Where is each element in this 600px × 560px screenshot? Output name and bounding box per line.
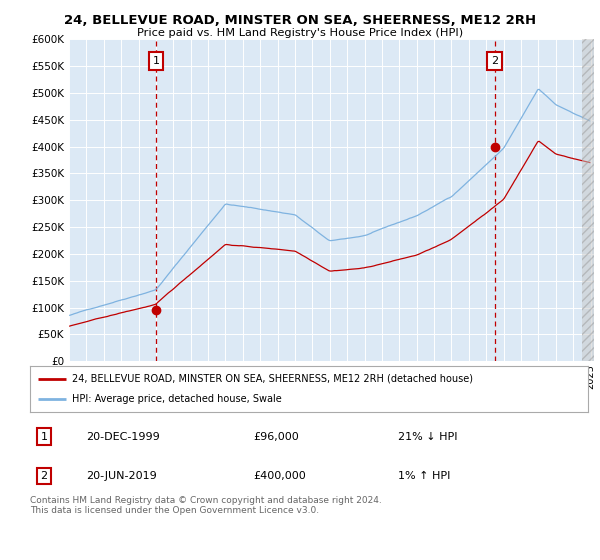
Text: HPI: Average price, detached house, Swale: HPI: Average price, detached house, Swal… (72, 394, 281, 404)
Text: Price paid vs. HM Land Registry's House Price Index (HPI): Price paid vs. HM Land Registry's House … (137, 28, 463, 38)
Text: 1: 1 (40, 432, 47, 442)
Text: 24, BELLEVUE ROAD, MINSTER ON SEA, SHEERNESS, ME12 2RH (detached house): 24, BELLEVUE ROAD, MINSTER ON SEA, SHEER… (72, 374, 473, 384)
Text: 2: 2 (491, 55, 499, 66)
Text: £96,000: £96,000 (253, 432, 299, 442)
Text: 1: 1 (152, 55, 160, 66)
Text: 20-DEC-1999: 20-DEC-1999 (86, 432, 160, 442)
Text: 24, BELLEVUE ROAD, MINSTER ON SEA, SHEERNESS, ME12 2RH: 24, BELLEVUE ROAD, MINSTER ON SEA, SHEER… (64, 14, 536, 27)
Text: £400,000: £400,000 (253, 471, 306, 481)
Text: Contains HM Land Registry data © Crown copyright and database right 2024.
This d: Contains HM Land Registry data © Crown c… (30, 496, 382, 515)
Text: 2: 2 (40, 471, 47, 481)
Bar (582, 39, 594, 361)
Text: 1% ↑ HPI: 1% ↑ HPI (398, 471, 451, 481)
Text: 21% ↓ HPI: 21% ↓ HPI (398, 432, 458, 442)
Text: 20-JUN-2019: 20-JUN-2019 (86, 471, 157, 481)
